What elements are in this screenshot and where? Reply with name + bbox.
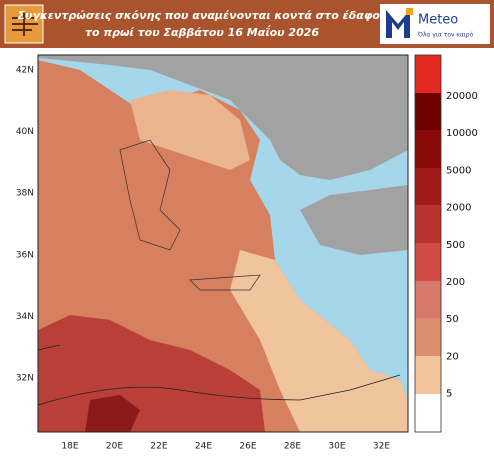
lat-label: 36N (16, 250, 34, 260)
lon-label: 32E (373, 442, 390, 452)
dust-icon-lines (12, 12, 38, 36)
colorbar-segment (415, 281, 441, 318)
lat-label: 32N (16, 374, 34, 384)
title-line: το πρωί του Σαββάτου 16 Μαΐου 2026 (85, 25, 319, 39)
lon-label: 18E (61, 442, 78, 452)
colorbar-label: 5 (446, 389, 452, 400)
lon-label: 24E (195, 442, 212, 452)
colorbar-labels: 20000 10000 5000 2000 500 200 50 20 5 (446, 91, 478, 400)
dust-area-light (130, 90, 250, 170)
coastline (37, 344, 401, 406)
colorbar-segment (415, 356, 441, 394)
colorbar-label: 10000 (446, 128, 478, 139)
colorbar-label: 500 (446, 240, 465, 251)
colorbar-segment (415, 318, 441, 356)
lat-label: 42N (16, 66, 34, 76)
dust-area-darkest (85, 395, 140, 432)
lon-label: 30E (328, 442, 345, 452)
map-frame (37, 54, 409, 433)
colorbar-label: 5000 (446, 165, 471, 176)
lon-label: 20E (106, 442, 123, 452)
colorbar-segment (415, 394, 441, 432)
lon-label: 26E (239, 442, 256, 452)
colorbar-label: 20000 (446, 91, 478, 102)
lon-labels: 18E 20E 22E 24E 26E 28E 30E 32E (61, 442, 390, 452)
colorbar-label: 200 (446, 277, 465, 288)
colorbar-segment (415, 130, 441, 168)
colorbar-segment (415, 93, 441, 130)
dust-area-light (230, 250, 408, 432)
lon-label: 22E (150, 442, 167, 452)
colorbar-segment (415, 205, 441, 243)
logo-tagline: Όλα για τον καιρό (417, 32, 474, 39)
coastline (119, 139, 261, 291)
logo-name: Meteo (418, 13, 458, 28)
colorbar-segment (415, 168, 441, 205)
colorbar-frame (414, 54, 442, 433)
colorbar-label: 20 (446, 351, 459, 362)
colorbar-segment (415, 243, 441, 281)
colorbar (414, 54, 442, 433)
lon-label: 28E (284, 442, 301, 452)
lat-label: 40N (16, 127, 34, 137)
map (37, 54, 409, 433)
logo-mark (386, 10, 410, 38)
colorbar-segment (415, 55, 441, 93)
lat-label: 34N (16, 312, 34, 322)
lat-labels: 42N 40N 38N 36N 34N 32N (16, 66, 34, 384)
logo-sun (406, 8, 413, 15)
colorbar-label: 50 (446, 314, 459, 325)
lat-label: 38N (16, 189, 34, 199)
land (38, 55, 408, 180)
land (300, 185, 408, 255)
colorbar-label: 2000 (446, 203, 471, 214)
title-line: Συγκεντρώσεις σκόνης που αναμένονται κον… (18, 9, 387, 22)
